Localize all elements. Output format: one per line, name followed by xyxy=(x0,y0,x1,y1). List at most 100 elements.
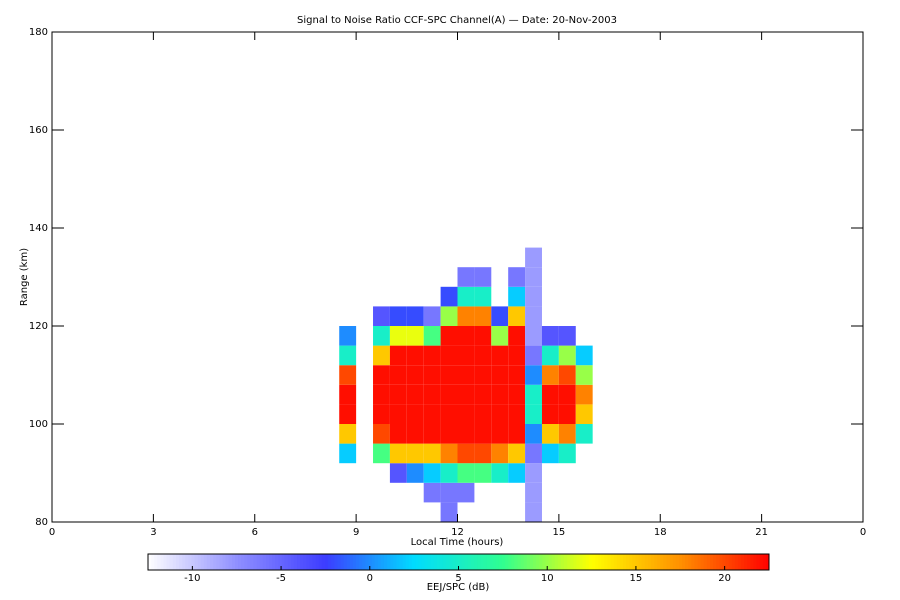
colorbar-swatch xyxy=(710,554,714,570)
colorbar-swatch xyxy=(303,554,307,570)
heat-cell xyxy=(541,345,559,366)
heat-cell xyxy=(525,247,542,268)
heat-cell xyxy=(406,404,424,424)
y-tick-label: 160 xyxy=(29,125,48,136)
colorbar-swatch xyxy=(371,554,376,570)
colorbar-swatch xyxy=(194,554,199,570)
y-tick-label: 180 xyxy=(29,27,48,38)
heat-cell xyxy=(491,326,509,346)
colorbar-swatch xyxy=(418,554,422,570)
colorbar-swatch xyxy=(284,554,289,570)
colorbar-swatch xyxy=(278,554,283,570)
colorbar-swatch xyxy=(514,554,518,570)
colorbar-swatch xyxy=(290,554,295,570)
heat-cell xyxy=(339,404,357,424)
colorbar-swatch xyxy=(585,554,590,570)
heat-cell xyxy=(339,326,357,346)
colorbar-swatch xyxy=(477,554,481,570)
colorbar-swatch xyxy=(203,554,208,570)
colorbar-swatch xyxy=(623,554,627,570)
colorbar-swatch xyxy=(259,554,264,570)
colorbar-swatch xyxy=(272,554,276,570)
colorbar-swatch xyxy=(675,554,680,570)
colorbar-swatch xyxy=(383,554,388,570)
colorbar-swatch xyxy=(269,554,273,570)
heat-cell xyxy=(457,286,475,307)
colorbar-swatch xyxy=(467,554,472,570)
colorbar-swatch xyxy=(666,554,671,570)
heat-cell xyxy=(558,424,576,444)
heat-cell xyxy=(525,443,542,464)
colorbar-swatch xyxy=(595,554,599,570)
heat-cell xyxy=(474,384,492,405)
heat-cell xyxy=(457,345,475,366)
heat-cell xyxy=(389,443,407,464)
colorbar-tick-label: 15 xyxy=(630,573,643,584)
heat-cell xyxy=(525,365,542,385)
colorbar-swatch xyxy=(337,554,342,570)
colorbar-swatch xyxy=(324,554,329,570)
heat-cell xyxy=(389,424,407,444)
colorbar-swatch xyxy=(750,554,754,570)
colorbar-swatch xyxy=(182,554,186,570)
heat-cell xyxy=(423,482,441,503)
heat-cell xyxy=(373,306,390,326)
heat-cell xyxy=(491,463,509,483)
heat-cell xyxy=(440,463,458,483)
heat-cell xyxy=(558,326,576,346)
colorbar-swatch xyxy=(616,554,621,570)
heat-cell xyxy=(440,326,458,346)
colorbar-swatch xyxy=(713,554,717,570)
colorbar-swatch xyxy=(632,554,636,570)
heat-cell xyxy=(440,286,458,307)
heat-cell xyxy=(389,306,407,326)
heat-cell xyxy=(508,306,526,326)
colorbar-swatch xyxy=(154,554,158,570)
colorbar-swatch xyxy=(641,554,646,570)
colorbar-swatch xyxy=(526,554,531,570)
heat-cell xyxy=(406,443,424,464)
heat-cell xyxy=(525,482,542,503)
colorbar-swatch xyxy=(765,554,770,570)
colorbar-swatch xyxy=(669,554,674,570)
colorbar-swatch xyxy=(213,554,217,570)
colorbar-swatch xyxy=(489,554,494,570)
colorbar-swatch xyxy=(523,554,528,570)
colorbar-swatch xyxy=(688,554,692,570)
y-axis-label: Range (km) xyxy=(19,248,30,306)
heat-cell xyxy=(440,306,458,326)
heat-cell xyxy=(339,424,357,444)
colorbar-swatch xyxy=(691,554,695,570)
heat-cell xyxy=(339,443,357,464)
colorbar-swatch xyxy=(411,554,416,570)
colorbar-swatch xyxy=(464,554,469,570)
colorbar-swatch xyxy=(452,554,456,570)
heat-cell xyxy=(423,443,441,464)
colorbar-swatch xyxy=(210,554,214,570)
x-tick-label: 9 xyxy=(353,527,359,538)
colorbar-swatch xyxy=(647,554,652,570)
colorbar-swatch xyxy=(638,554,643,570)
colorbar-swatch xyxy=(433,554,438,570)
heat-cell xyxy=(508,365,526,385)
colorbar-swatch xyxy=(505,554,509,570)
colorbar-swatch xyxy=(613,554,618,570)
colorbar-swatch xyxy=(480,554,484,570)
heat-cell xyxy=(373,365,390,385)
heat-cell xyxy=(508,267,526,287)
heat-cell xyxy=(474,326,492,346)
colorbar-swatch xyxy=(166,554,171,570)
colorbar-swatch xyxy=(427,554,432,570)
colorbar-swatch xyxy=(297,554,301,570)
heat-cell xyxy=(423,424,441,444)
colorbar-swatch xyxy=(300,554,304,570)
colorbar-swatch xyxy=(762,554,767,570)
colorbar-swatch xyxy=(244,554,248,570)
colorbar-swatch xyxy=(262,554,267,570)
heat-cell xyxy=(406,345,424,366)
heat-cell xyxy=(457,443,475,464)
colorbar-swatch xyxy=(197,554,202,570)
heat-cell xyxy=(339,384,357,405)
colorbar-swatch xyxy=(340,554,345,570)
colorbar-swatch xyxy=(470,554,475,570)
